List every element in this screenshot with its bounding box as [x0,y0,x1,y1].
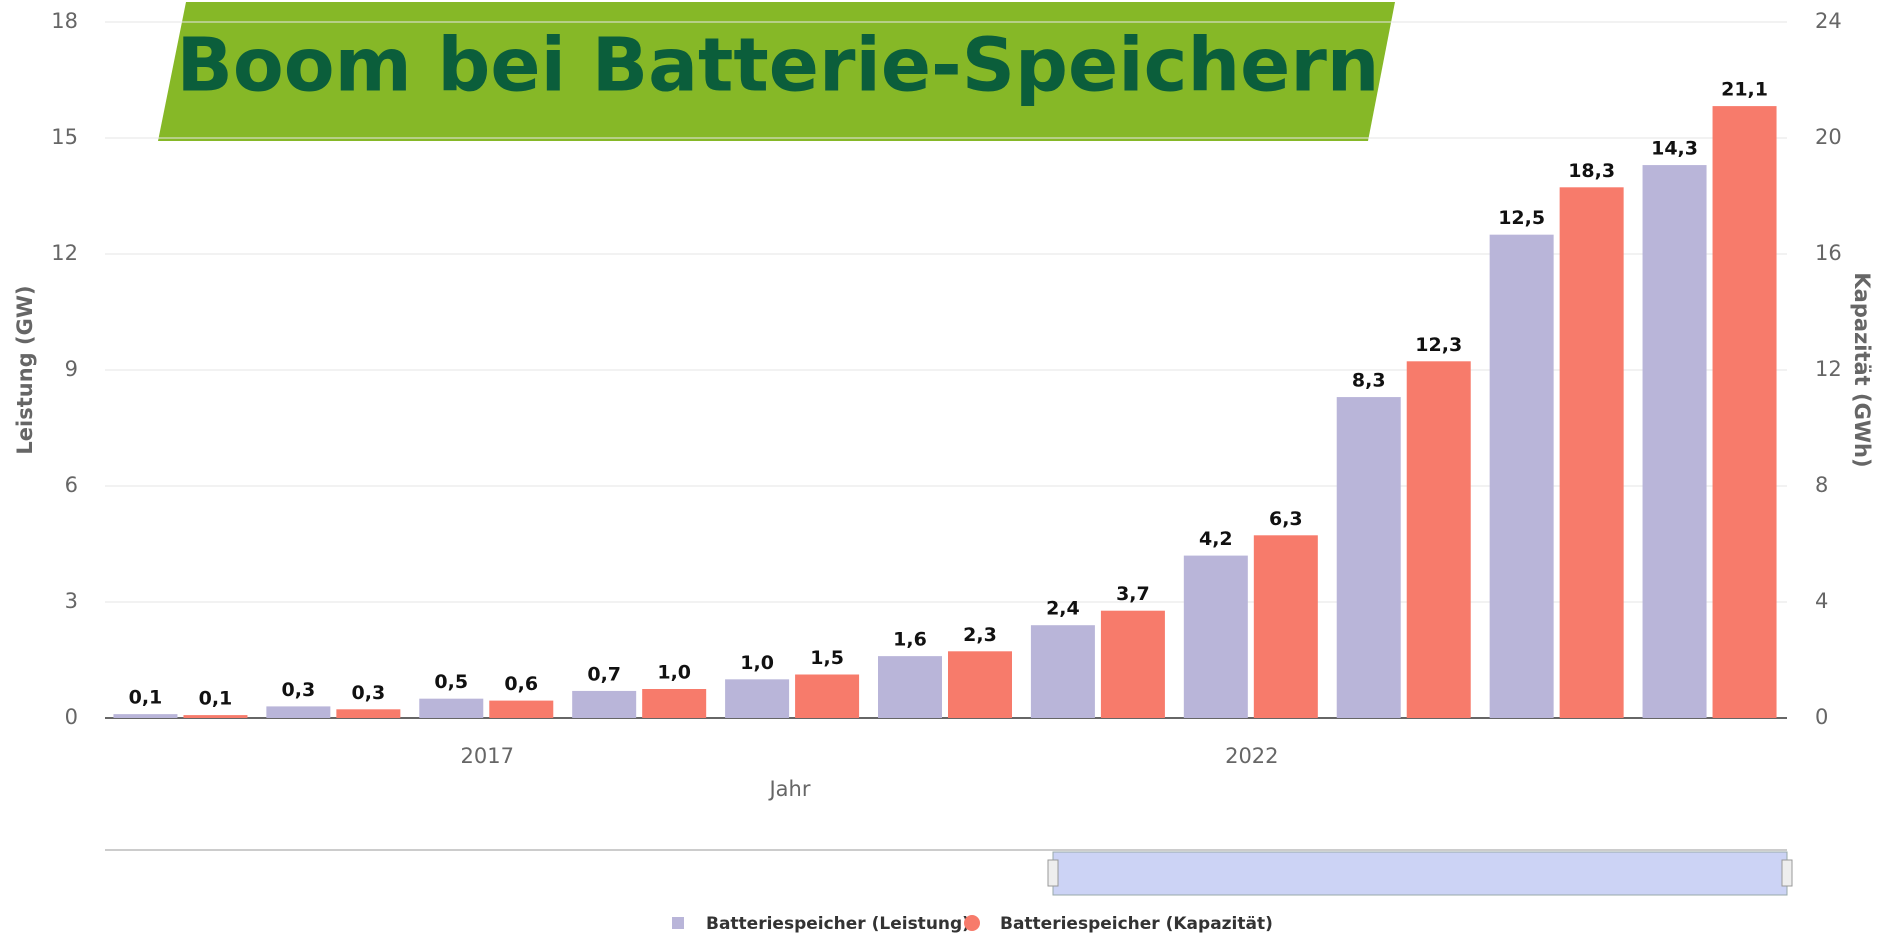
bar [1642,165,1707,719]
y-tick-label: 9 [65,357,78,381]
navigator-handle[interactable] [1047,859,1059,887]
value-label: 12,5 [1498,207,1545,229]
bar [1406,361,1471,718]
y2-tick-label: 16 [1815,241,1842,265]
bar [948,651,1012,718]
value-label: 0,1 [129,687,163,709]
value-label: 0,6 [504,673,538,695]
value-label: 12,3 [1415,334,1462,356]
value-label: 18,3 [1568,160,1615,182]
value-label: 0,1 [199,688,233,710]
legend-label: Batteriespeicher (Kapazität) [1000,914,1273,934]
bar [795,674,860,718]
value-label: 0,3 [282,679,316,701]
bar [489,700,554,718]
bar [1030,625,1095,718]
value-label: 0,5 [434,671,468,693]
bar [1100,610,1165,718]
bar [183,715,248,718]
value-label: 21,1 [1721,79,1768,101]
x-tick-label: 2022 [1225,744,1278,768]
value-label: 0,3 [352,682,386,704]
y2-tick-label: 20 [1815,125,1842,149]
title-banner [158,2,1395,141]
x-axis-title: Jahr [767,777,810,801]
bar [1336,397,1401,718]
value-label: 1,5 [810,647,844,669]
y2-tick-label: 8 [1815,473,1828,497]
bar [642,689,707,718]
y2-axis-title: Kapazität (GWh) [1850,272,1874,467]
y2-tick-label: 4 [1815,589,1828,613]
value-label: 2,3 [963,624,997,646]
bar [878,656,942,718]
y-tick-label: 18 [51,9,78,33]
value-label: 6,3 [1269,508,1303,530]
y-tick-label: 6 [65,473,78,497]
y-tick-label: 3 [65,589,78,613]
bar [572,690,637,718]
value-label: 0,7 [587,663,621,685]
bar [1489,234,1554,718]
value-label: 8,3 [1352,370,1386,392]
y-tick-label: 15 [51,125,78,149]
value-label: 14,3 [1651,138,1698,160]
bar [1183,555,1248,718]
navigator-handle[interactable] [1781,859,1793,887]
value-label: 3,7 [1116,583,1150,605]
y2-tick-label: 12 [1815,357,1842,381]
value-label: 2,4 [1046,598,1080,620]
y-tick-label: 0 [65,705,78,729]
value-label: 1,6 [893,629,927,651]
y2-tick-label: 0 [1815,705,1828,729]
bar [725,679,790,718]
value-label: 1,0 [657,662,691,684]
navigator-range[interactable] [1052,851,1788,896]
value-label: 4,2 [1199,528,1233,550]
bar [1712,106,1777,719]
bar [113,714,178,718]
bar [1253,535,1318,718]
legend-symbol [672,917,684,929]
x-tick-label: 2017 [461,744,514,768]
y-tick-label: 12 [51,241,78,265]
bar [266,706,331,718]
legend-label: Batteriespeicher (Leistung) [706,914,970,934]
bar [1559,187,1624,719]
y2-tick-label: 24 [1815,9,1842,33]
legend-symbol [964,915,980,931]
bar [419,698,484,718]
y-axis-title: Leistung (GW) [13,285,37,454]
value-label: 1,0 [740,652,774,674]
bar [336,709,401,718]
chart-title: Boom bei Batterie-Speichern [176,23,1379,109]
